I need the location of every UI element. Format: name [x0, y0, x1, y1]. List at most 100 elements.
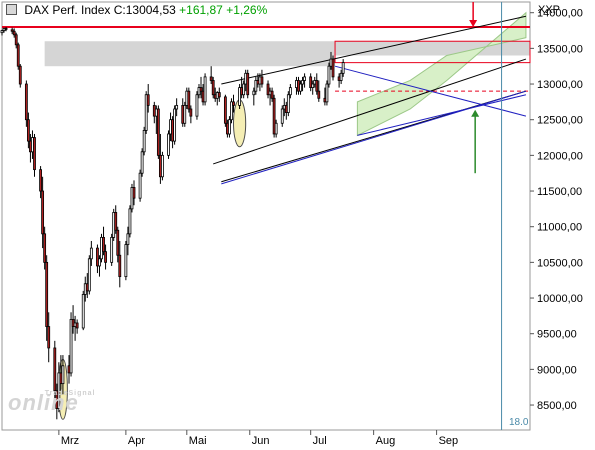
trendline-black-0	[221, 15, 527, 85]
candle-body-20	[57, 372, 61, 409]
plot-frame	[1, 1, 531, 431]
candle-body-119	[339, 72, 343, 81]
close-value: C:13004,53	[113, 3, 176, 17]
candle-body-57	[161, 154, 164, 178]
candle-body-13	[39, 169, 42, 192]
y-tick-label-5: 11000,00	[537, 222, 582, 234]
index-name: DAX Perf. Index	[24, 3, 111, 17]
candle-body-36	[102, 236, 105, 253]
candle-body-32	[89, 247, 93, 260]
candle-body-77	[217, 92, 221, 98]
y-tick-label-10: 13500,00	[537, 43, 583, 55]
candle-body-41	[116, 229, 120, 256]
candle-body-111	[315, 80, 319, 92]
candle-body-82	[232, 101, 235, 106]
candle-body-106	[301, 80, 304, 85]
candle-body-24	[69, 319, 73, 374]
candles-layer	[0, 26, 345, 420]
y-tick-label-7: 12000,00	[537, 150, 583, 162]
candle-body-45	[128, 208, 132, 235]
x-tick-label-2: Mai	[189, 435, 207, 447]
candle-body-38	[110, 236, 114, 263]
candle-body-9	[26, 119, 30, 142]
candle-body-51	[144, 94, 148, 131]
candle-body-73	[209, 76, 213, 81]
candle-body-61	[173, 108, 177, 142]
trend-channel	[356, 11, 527, 137]
candle-body-114	[325, 83, 329, 103]
y-tick-label-11: 14000,00	[537, 8, 583, 20]
candle-body-44	[126, 233, 130, 245]
x-tick-label-0: Mrz	[61, 435, 79, 447]
candle-body-89	[254, 80, 258, 92]
y-tick-label-3: 10000,00	[537, 293, 583, 305]
candle-body-31	[87, 258, 91, 292]
candle-body-6	[16, 44, 20, 67]
candle-body-98	[280, 108, 284, 124]
candle-body-17	[47, 326, 51, 349]
y-tick-label-8: 12500,00	[537, 115, 583, 127]
candle-body-48	[138, 172, 142, 199]
candle-body-22	[61, 365, 65, 385]
candle-body-18	[53, 347, 57, 392]
unit-label: XXP	[538, 4, 561, 16]
candle-body-49	[140, 151, 144, 174]
y-tick-label-1: 9000,00	[537, 364, 577, 376]
candle-body-50	[142, 129, 146, 153]
candle-body-40	[114, 212, 118, 231]
series-swatch-icon	[6, 4, 17, 15]
candle-body-33	[96, 247, 99, 267]
candle-body-78	[223, 96, 227, 124]
candle-body-80	[228, 119, 231, 135]
candle-body-115	[327, 65, 331, 85]
y-tick-label-9: 13000,00	[537, 79, 583, 91]
candle-body-37	[104, 251, 107, 263]
candle-body-74	[211, 80, 215, 96]
candle-body-101	[286, 94, 290, 113]
candle-body-16	[45, 261, 49, 327]
candle-body-72	[203, 76, 207, 103]
trendline-blue-1	[334, 65, 527, 117]
zones-layer	[44, 11, 530, 137]
candle-body-108	[309, 76, 313, 89]
y-tick-label-4: 10500,00	[537, 257, 583, 269]
candle-body-5	[14, 34, 18, 46]
candle-body-92	[260, 76, 264, 85]
candle-body-95	[270, 90, 274, 99]
candle-body-93	[266, 83, 270, 96]
candle-body-28	[81, 294, 85, 329]
candle-body-34	[98, 258, 101, 267]
target-box	[334, 40, 531, 64]
candle-body-0	[0, 30, 4, 34]
candle-body-62	[175, 105, 179, 110]
change-percent: +1,26%	[226, 3, 268, 17]
candle-body-112	[317, 90, 321, 99]
x-tick-label-3: Jun	[252, 435, 270, 447]
candle-body-105	[299, 83, 302, 92]
candle-body-70	[199, 87, 203, 92]
vline-label: 18.0	[509, 417, 529, 428]
candle-body-7	[18, 65, 22, 85]
candle-body-109	[311, 83, 315, 88]
chart-header: DAX Perf. Index C:13004,53 +161,87 +1,26…	[6, 3, 267, 17]
candle-body-68	[195, 94, 199, 117]
candle-body-66	[187, 90, 191, 110]
candle-body-52	[146, 94, 150, 106]
y-tick-label-6: 11500,00	[537, 186, 582, 198]
candle-body-96	[272, 97, 276, 135]
candle-body-47	[132, 187, 136, 199]
candle-body-120	[341, 62, 345, 74]
axes-layer: 8500,00 9000,00 9500,00 10000,00 10500,00 110…	[58, 8, 583, 447]
annotations-layer	[469, 2, 480, 174]
trendline-black-1	[213, 58, 527, 165]
candle-body-83	[238, 87, 242, 106]
x-tick-label-4: Jul	[313, 435, 327, 447]
candle-body-88	[252, 90, 256, 96]
candle-body-97	[274, 122, 278, 135]
red-arrow-head	[469, 19, 478, 27]
candle-body-43	[124, 244, 128, 278]
candle-body-117	[331, 58, 335, 78]
y-tick-label-0: 8500,00	[537, 400, 577, 412]
candle-body-64	[183, 105, 187, 124]
